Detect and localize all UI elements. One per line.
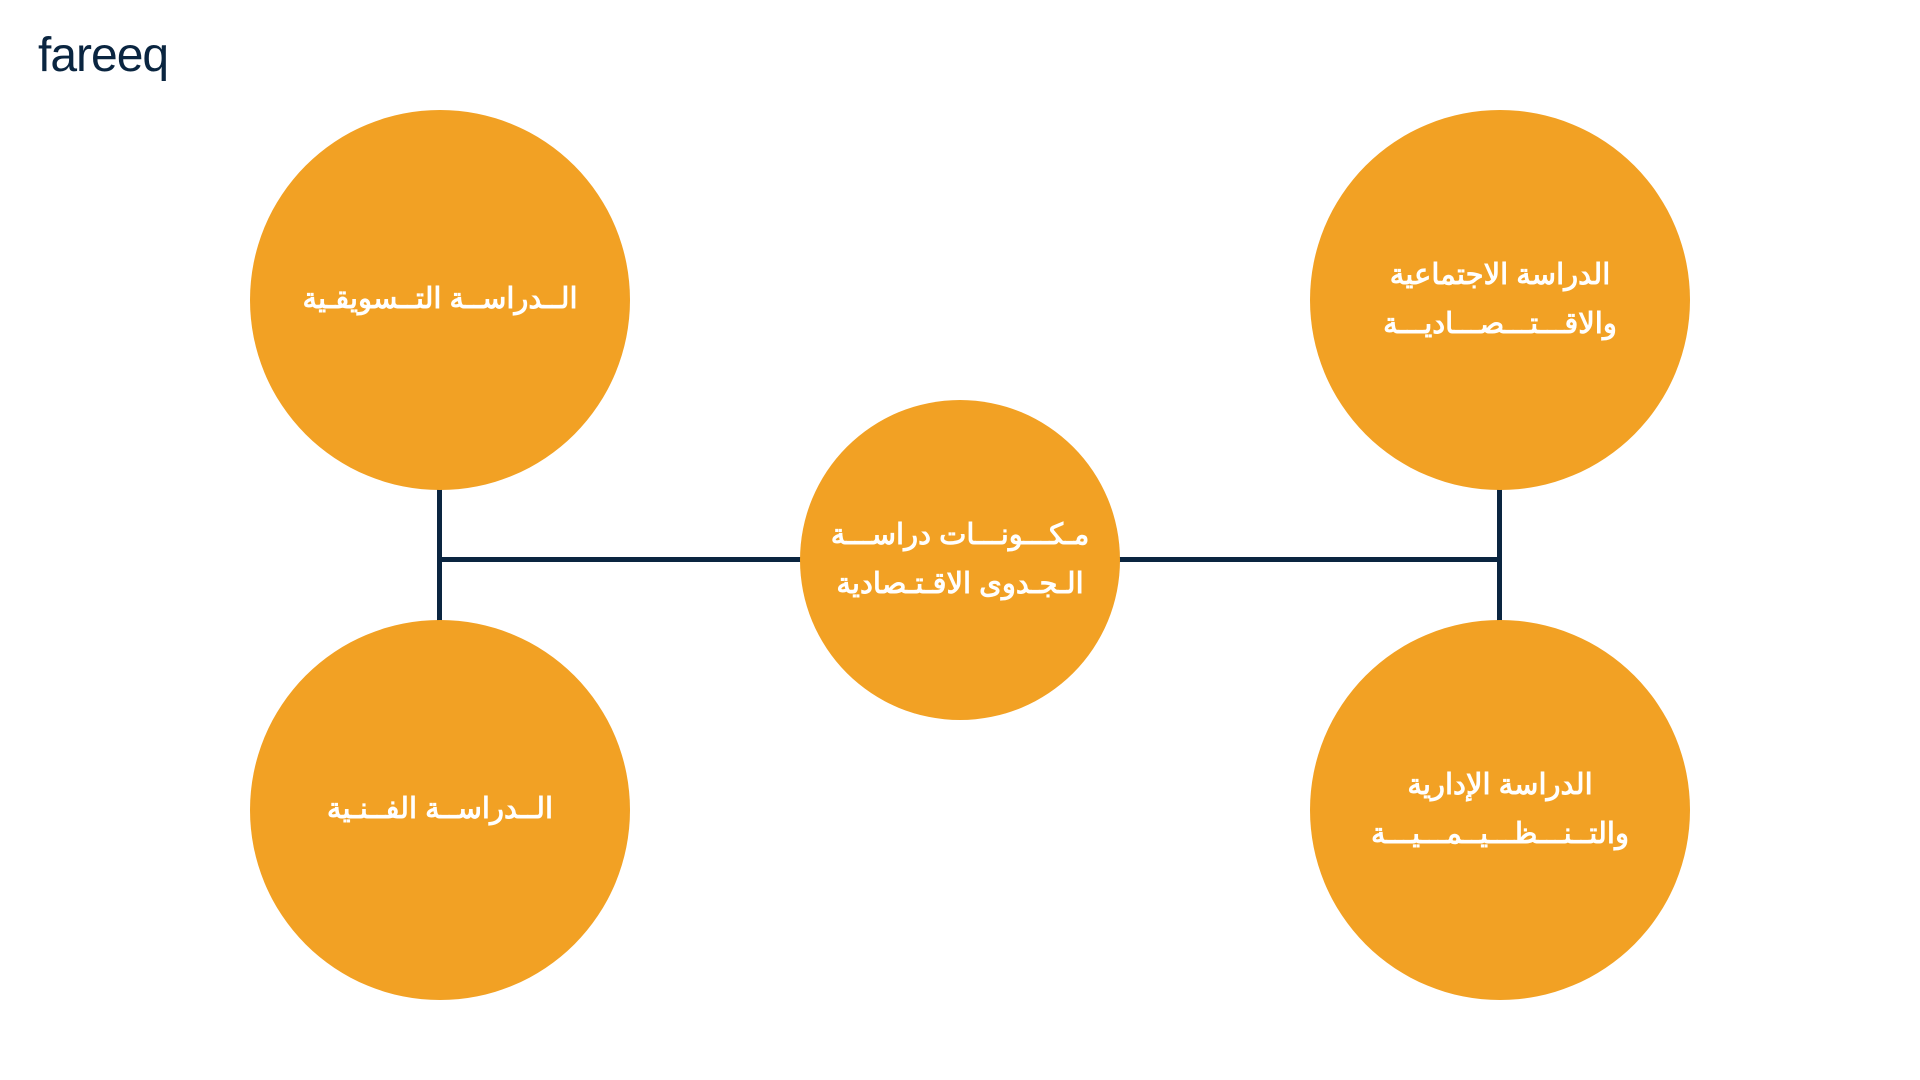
node-top-left: الــدراســة التــسويقـية xyxy=(250,110,630,490)
feasibility-diagram: مـكـــونـــات دراســـة الـجـدوى الاقـتـص… xyxy=(0,0,1920,1080)
node-top-right: الدراسة الاجتماعية والاقـــتـــصـــاديــ… xyxy=(1310,110,1690,490)
connector-center-left xyxy=(440,557,805,562)
node-top-left-label: الــدراســة التــسويقـية xyxy=(270,275,610,324)
connector-center-right xyxy=(1115,557,1500,562)
node-top-right-label: الدراسة الاجتماعية والاقـــتـــصـــاديــ… xyxy=(1330,251,1670,350)
center-node-label: مـكـــونـــات دراســـة الـجـدوى الاقـتـص… xyxy=(820,511,1100,610)
node-bottom-left: الــدراســة الفــنـية xyxy=(250,620,630,1000)
node-bottom-right: الدراسة الإدارية والتــنـــظـــيــمـــيـ… xyxy=(1310,620,1690,1000)
node-bottom-right-label: الدراسة الإدارية والتــنـــظـــيــمـــيـ… xyxy=(1330,761,1670,860)
center-node: مـكـــونـــات دراســـة الـجـدوى الاقـتـص… xyxy=(800,400,1120,720)
node-bottom-left-label: الــدراســة الفــنـية xyxy=(270,785,610,834)
